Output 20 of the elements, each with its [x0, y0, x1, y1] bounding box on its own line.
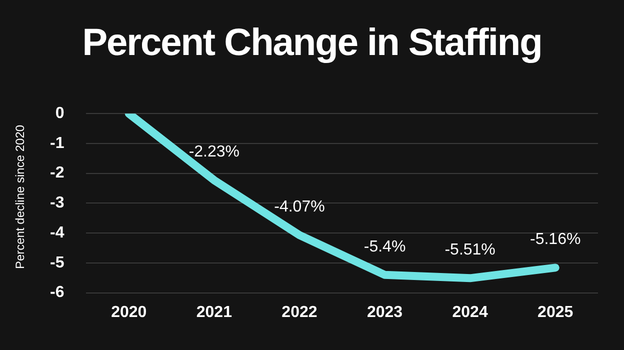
data-label: -5.51% [444, 242, 496, 259]
chart-title: Percent Change in Staffing [81, 22, 543, 65]
y-tick-label: -2 [50, 164, 64, 182]
data-label: -4.07% [274, 198, 325, 216]
y-tick-label: 0 [55, 105, 64, 122]
x-tick-label: 2021 [196, 304, 232, 321]
y-tick-label: -1 [50, 134, 64, 152]
y-tick-label: -3 [50, 194, 64, 212]
x-tick-label: 2022 [282, 304, 318, 321]
x-tick-label: 2020 [111, 304, 147, 321]
y-tick-label: -6 [50, 284, 64, 302]
data-label: -5.16% [530, 231, 581, 248]
x-tick-label: 2023 [366, 304, 403, 321]
y-tick-label: -4 [50, 224, 64, 242]
x-tick-label: 2024 [452, 304, 488, 321]
data-label: -2.23% [188, 144, 240, 161]
y-axis-title: Percent decline since 2020 [13, 124, 27, 272]
data-label: -5.4% [364, 238, 406, 256]
x-tick-label: 2025 [538, 304, 574, 321]
y-tick-label: -5 [50, 254, 64, 272]
